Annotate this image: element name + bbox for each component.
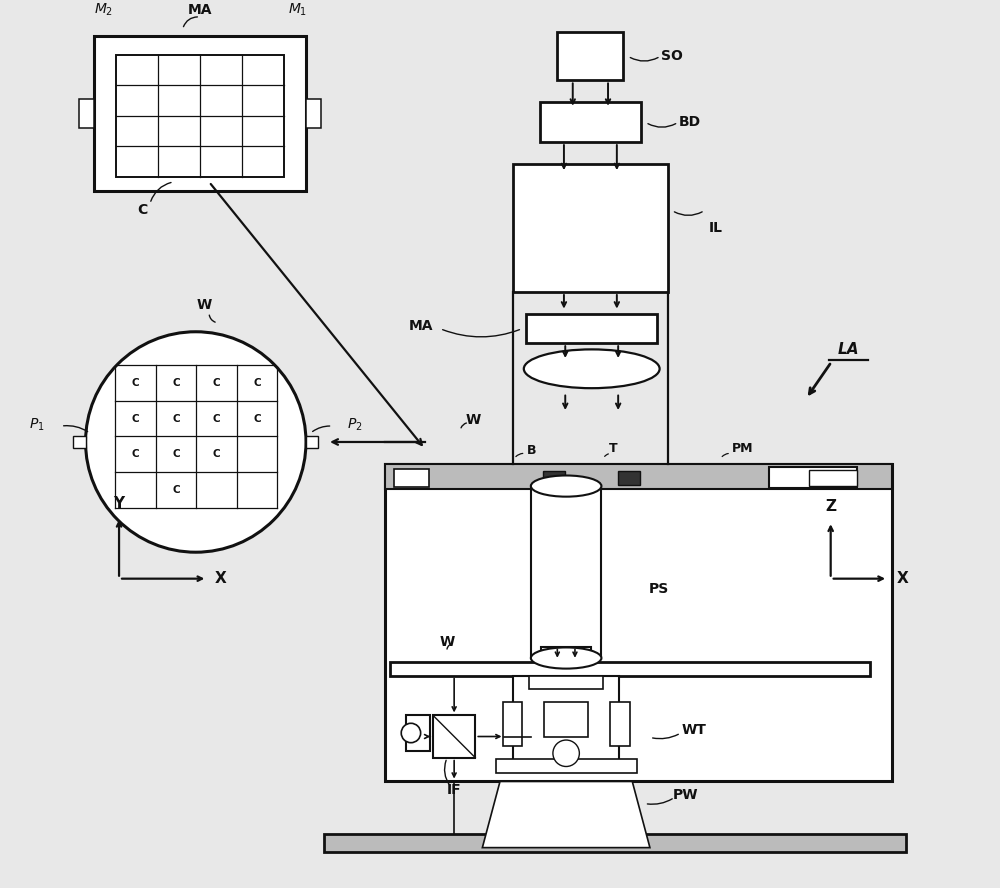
Text: C: C [172,485,180,496]
Bar [385,464,892,488]
Text: C: C [253,414,261,424]
Bar [306,436,318,448]
Text: C: C [213,414,220,424]
Text: C: C [213,377,220,388]
Bar [94,36,306,191]
Bar [541,646,591,662]
Bar [433,716,475,757]
Text: IL: IL [709,221,723,235]
Bar [116,55,284,177]
Text: WT: WT [682,724,706,737]
Text: $M_2$: $M_2$ [94,2,113,18]
Text: C: C [253,377,261,388]
Bar [513,164,668,292]
Text: IF: IF [447,783,461,797]
Text: PW: PW [672,788,698,802]
Text: PM: PM [732,441,753,455]
Bar [769,467,857,488]
Text: C: C [172,449,180,459]
Text: C: C [132,414,139,424]
Text: Z: Z [825,499,836,514]
Text: T: T [609,441,617,455]
Ellipse shape [524,349,660,388]
Text: BD: BD [679,115,701,130]
Bar [503,702,522,746]
Text: PS: PS [649,583,669,596]
Text: $P_2$: $P_2$ [347,416,362,432]
Bar [544,702,588,737]
Bar [324,835,906,852]
Bar [385,464,892,781]
Bar [394,470,429,487]
Text: $P_1$: $P_1$ [29,416,45,432]
Bar [390,662,870,676]
Bar [306,99,321,128]
Text: B: B [527,444,536,457]
Bar [809,471,857,486]
Text: X: X [897,571,909,586]
Polygon shape [482,781,650,848]
Bar [513,676,619,764]
Text: W: W [197,298,212,313]
Text: C: C [138,203,148,217]
Bar [540,102,641,142]
Bar [531,486,601,658]
Bar [543,471,565,485]
Ellipse shape [531,475,601,496]
Text: MA: MA [188,3,212,17]
Text: Y: Y [113,496,125,511]
Text: LA: LA [838,342,859,357]
Bar [557,32,623,81]
Bar [610,702,630,746]
Text: $M_1$: $M_1$ [288,2,307,18]
Text: C: C [132,449,139,459]
Text: X: X [215,571,226,586]
Bar [406,716,430,750]
Bar [79,99,94,128]
Text: MA: MA [408,319,433,333]
Text: SO: SO [661,49,683,63]
Text: W: W [439,635,455,649]
Circle shape [553,740,579,766]
Circle shape [86,332,306,552]
Ellipse shape [531,647,601,669]
Circle shape [401,724,421,742]
Bar [618,471,640,485]
Bar [496,759,637,773]
Text: W: W [466,413,481,427]
Text: C: C [172,377,180,388]
Text: C: C [172,414,180,424]
Text: C: C [132,377,139,388]
Bar [529,676,603,689]
Text: C: C [213,449,220,459]
Bar [526,314,657,344]
Bar [73,436,86,448]
